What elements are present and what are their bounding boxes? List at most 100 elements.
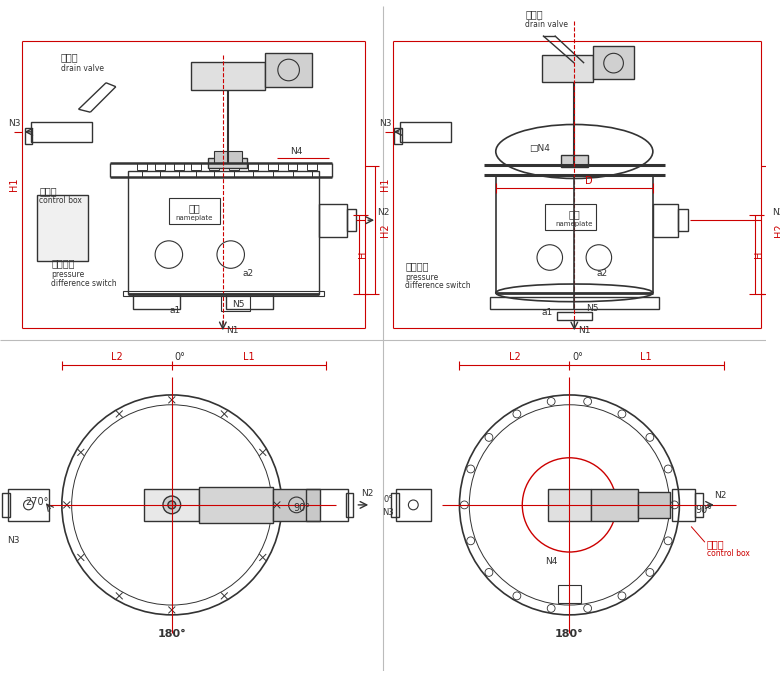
Text: 180°: 180° [555, 630, 583, 640]
Bar [225, 294, 273, 309]
Bar [208, 158, 247, 168]
Bar [653, 204, 679, 237]
Text: a1: a1 [541, 308, 552, 317]
Text: N5: N5 [232, 300, 245, 309]
Text: difference switch: difference switch [406, 282, 471, 290]
Bar [319, 204, 346, 237]
Text: 90°: 90° [696, 505, 712, 515]
Text: □N4: □N4 [530, 144, 551, 153]
Text: drain valve: drain valve [525, 20, 568, 29]
Bar [221, 296, 250, 311]
Text: 差压开关: 差压开关 [406, 261, 429, 271]
Text: N5: N5 [586, 304, 598, 313]
Text: H1: H1 [380, 177, 390, 191]
Bar [346, 493, 353, 517]
Bar [209, 163, 219, 170]
Text: H: H [358, 251, 368, 258]
Text: N4: N4 [545, 557, 558, 567]
Text: control box: control box [39, 196, 82, 205]
Circle shape [565, 500, 574, 510]
Text: N2: N2 [377, 208, 389, 217]
Text: 270°: 270° [26, 497, 49, 507]
Text: difference switch: difference switch [51, 278, 117, 288]
Text: H2: H2 [380, 223, 390, 237]
Bar [144, 489, 200, 521]
Text: pressure: pressure [406, 273, 438, 282]
Text: 90°: 90° [293, 503, 310, 513]
Bar [561, 156, 588, 167]
Text: N2: N2 [772, 208, 780, 217]
Text: 铭牌: 铭牌 [189, 203, 200, 213]
Bar [394, 128, 402, 144]
Bar [288, 163, 297, 170]
Text: a1: a1 [169, 306, 180, 315]
Text: L2: L2 [509, 351, 520, 362]
Text: N3: N3 [382, 508, 394, 517]
Text: N3: N3 [8, 536, 20, 545]
Text: drain valve: drain valve [61, 64, 104, 72]
Bar [307, 163, 317, 170]
Bar [672, 489, 695, 521]
Bar [24, 128, 33, 144]
Text: D: D [585, 176, 593, 186]
Bar [191, 163, 201, 170]
Bar [542, 56, 593, 82]
Text: L1: L1 [640, 351, 652, 362]
Bar [248, 163, 258, 170]
Bar [214, 152, 242, 163]
Bar [273, 489, 320, 521]
Bar [128, 171, 319, 294]
Bar [191, 62, 265, 89]
Bar [137, 163, 147, 170]
Text: L1: L1 [243, 351, 254, 362]
Text: 电控箱: 电控箱 [707, 539, 725, 549]
Text: N2: N2 [361, 489, 374, 498]
Bar [265, 53, 312, 87]
Bar [37, 195, 88, 261]
Text: pressure: pressure [51, 269, 84, 279]
Text: H2: H2 [774, 223, 780, 237]
Text: 0°: 0° [175, 351, 186, 362]
Circle shape [168, 501, 176, 509]
Text: 排污阀: 排污阀 [61, 52, 79, 62]
Bar [545, 204, 596, 230]
Bar [346, 209, 356, 231]
Text: 0°: 0° [383, 496, 392, 504]
Bar [593, 47, 634, 79]
Bar [395, 489, 431, 521]
Bar [548, 489, 591, 521]
Bar [122, 291, 324, 296]
Text: control box: control box [707, 550, 750, 559]
Bar [2, 493, 10, 517]
Text: N3: N3 [9, 118, 21, 127]
Bar [557, 313, 592, 320]
Circle shape [163, 496, 181, 514]
Bar [31, 122, 92, 141]
Text: N3: N3 [380, 118, 392, 127]
Bar [133, 294, 179, 309]
Text: N1: N1 [226, 326, 239, 334]
Text: 控制器: 控制器 [39, 185, 57, 196]
Bar [490, 297, 659, 309]
Text: N1: N1 [578, 326, 590, 334]
Text: nameplate: nameplate [176, 215, 213, 221]
Bar [679, 209, 688, 231]
Bar [591, 489, 638, 521]
Bar [638, 492, 669, 518]
Bar [268, 163, 278, 170]
Text: nameplate: nameplate [555, 221, 593, 227]
Bar [391, 493, 399, 517]
Text: 0°: 0° [573, 351, 583, 362]
Bar [695, 493, 703, 517]
Bar [8, 489, 49, 521]
Text: 差压开关: 差压开关 [51, 259, 75, 268]
Text: H: H [754, 251, 764, 258]
Text: a2: a2 [243, 269, 254, 278]
Text: L2: L2 [111, 351, 122, 362]
Text: 排污阀: 排污阀 [525, 9, 543, 19]
Text: N2: N2 [714, 491, 727, 500]
Text: N4: N4 [291, 147, 303, 156]
Bar [168, 198, 220, 224]
Bar [399, 122, 451, 141]
Bar [558, 586, 581, 603]
